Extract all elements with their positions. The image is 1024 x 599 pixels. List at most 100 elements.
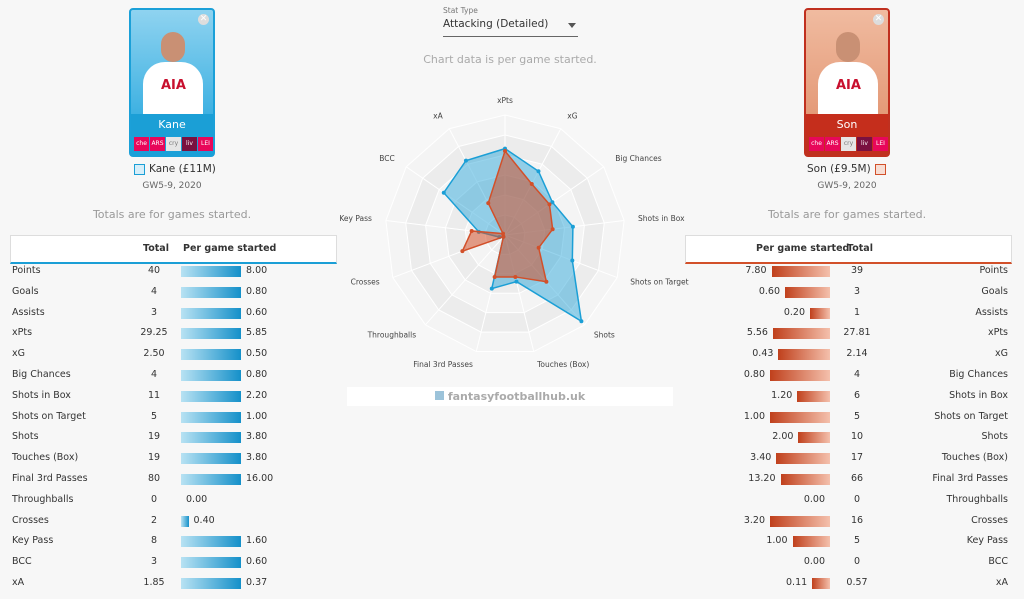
stat-name: Touches (Box) bbox=[12, 452, 79, 464]
per-game-value: 1.20 bbox=[771, 389, 793, 401]
axis-label: Big Chances bbox=[615, 154, 661, 163]
per-game-value: 0.20 bbox=[783, 306, 805, 318]
bar bbox=[181, 432, 241, 444]
per-game-value: 1.00 bbox=[743, 410, 765, 422]
radar-point bbox=[469, 228, 474, 233]
fixtures: che ARS cry liv LEI bbox=[809, 137, 888, 151]
player-photo: AIA bbox=[806, 10, 888, 114]
total: 3 bbox=[150, 306, 158, 318]
total: 10 bbox=[850, 431, 864, 443]
stat-name: Touches (Box) bbox=[941, 452, 1008, 464]
stat-name: Throughballs bbox=[12, 493, 74, 505]
bar bbox=[797, 390, 830, 402]
stat-name: Shots bbox=[981, 431, 1008, 443]
stat-name: Final 3rd Passes bbox=[932, 473, 1008, 484]
total: 4 bbox=[150, 285, 158, 297]
stat-name: Big Chances bbox=[949, 369, 1008, 380]
per-game-value: 1.00 bbox=[246, 410, 268, 422]
per-game-value: 1.00 bbox=[766, 535, 788, 547]
stat-name: Final 3rd Passes bbox=[12, 473, 88, 484]
remove-button[interactable]: ✕ bbox=[873, 14, 884, 25]
per-game-value: 0.00 bbox=[186, 493, 208, 505]
bar bbox=[770, 515, 830, 527]
total: 3 bbox=[150, 556, 158, 568]
fixture-chip: LEI bbox=[873, 137, 888, 151]
total: 39 bbox=[850, 265, 864, 276]
per-game-value: 13.20 bbox=[748, 473, 776, 484]
axis-label: xG bbox=[567, 111, 577, 120]
remove-button[interactable]: ✕ bbox=[198, 14, 209, 25]
bar bbox=[810, 307, 830, 319]
legend-item[interactable]: Son (£9.5M) bbox=[807, 163, 886, 175]
bar bbox=[181, 557, 241, 569]
fixture-chip: cry bbox=[841, 137, 856, 151]
header-total: Total bbox=[143, 243, 169, 254]
radar-point bbox=[463, 158, 468, 163]
total: 1.85 bbox=[143, 577, 165, 588]
per-game-value: 0.50 bbox=[246, 348, 268, 360]
stat-name: Shots in Box bbox=[12, 389, 71, 401]
radar-point bbox=[501, 231, 506, 236]
fixture-chip: ARS bbox=[825, 137, 840, 151]
radar-point bbox=[544, 279, 549, 284]
per-game-value: 0.80 bbox=[246, 369, 268, 380]
total: 5 bbox=[853, 410, 861, 422]
table-header: Total Per game started bbox=[10, 235, 337, 264]
total: 6 bbox=[853, 389, 861, 401]
watermark-icon bbox=[434, 391, 444, 400]
axis-label: xPts bbox=[497, 96, 513, 105]
axis-label: Final 3rd Passes bbox=[413, 360, 473, 369]
axis-label: xA bbox=[433, 111, 443, 120]
per-game-value: 0.80 bbox=[743, 369, 765, 380]
total: 16 bbox=[850, 514, 864, 526]
per-game-value: 5.85 bbox=[246, 327, 268, 339]
radar-point bbox=[550, 200, 555, 205]
header-per-game: Per game started bbox=[183, 243, 277, 254]
bar bbox=[776, 453, 830, 465]
header-total: Total bbox=[847, 243, 873, 254]
bar bbox=[792, 536, 830, 548]
stat-type-dropdown[interactable]: Attacking (Detailed) bbox=[443, 18, 578, 37]
bar bbox=[772, 328, 830, 340]
totals-note: Totals are for games started. bbox=[92, 208, 252, 221]
stat-name: Assists bbox=[975, 306, 1008, 318]
radar-chart: xPts xG Big Chances Shots in Box Shots on Ta… bbox=[339, 96, 688, 369]
legend-item[interactable]: Kane (£11M) bbox=[134, 163, 216, 175]
bar bbox=[771, 266, 830, 277]
per-game-value: 2.20 bbox=[246, 389, 268, 401]
radar-point bbox=[460, 249, 465, 254]
stat-name: Key Pass bbox=[966, 535, 1008, 547]
bar bbox=[770, 370, 830, 381]
per-game-value: 16.00 bbox=[246, 473, 274, 484]
total: 2.50 bbox=[143, 348, 165, 360]
bar bbox=[181, 453, 241, 465]
total: 5 bbox=[853, 535, 861, 547]
total: 66 bbox=[850, 473, 864, 484]
legend-swatch bbox=[134, 163, 145, 175]
gameweeks: GW5-9, 2020 bbox=[142, 181, 202, 191]
total: 0 bbox=[853, 556, 861, 568]
stat-name: Throughballs bbox=[946, 493, 1009, 505]
per-game-value: 7.80 bbox=[745, 265, 767, 276]
stat-name: Big Chances bbox=[12, 369, 71, 380]
per-game-value: 8.00 bbox=[246, 265, 268, 276]
axis-label: Shots on Target bbox=[630, 278, 688, 287]
stat-name: Key Pass bbox=[12, 535, 54, 547]
per-game-value: 1.60 bbox=[246, 535, 268, 547]
radar-point bbox=[529, 181, 534, 186]
total: 29.25 bbox=[140, 327, 168, 339]
total: 2.14 bbox=[846, 348, 868, 360]
per-game-value: 0.00 bbox=[803, 493, 825, 505]
total: 19 bbox=[147, 452, 161, 464]
radar-point bbox=[579, 319, 584, 324]
radar-point bbox=[536, 169, 541, 174]
total: 80 bbox=[147, 473, 161, 484]
total: 0.57 bbox=[846, 577, 868, 588]
bar bbox=[770, 411, 830, 423]
radar-point bbox=[513, 274, 518, 279]
legend-label: Kane (£11M) bbox=[149, 163, 216, 175]
total: 0 bbox=[150, 493, 158, 505]
bar bbox=[181, 307, 241, 319]
bar bbox=[181, 536, 241, 548]
bar bbox=[798, 432, 830, 444]
